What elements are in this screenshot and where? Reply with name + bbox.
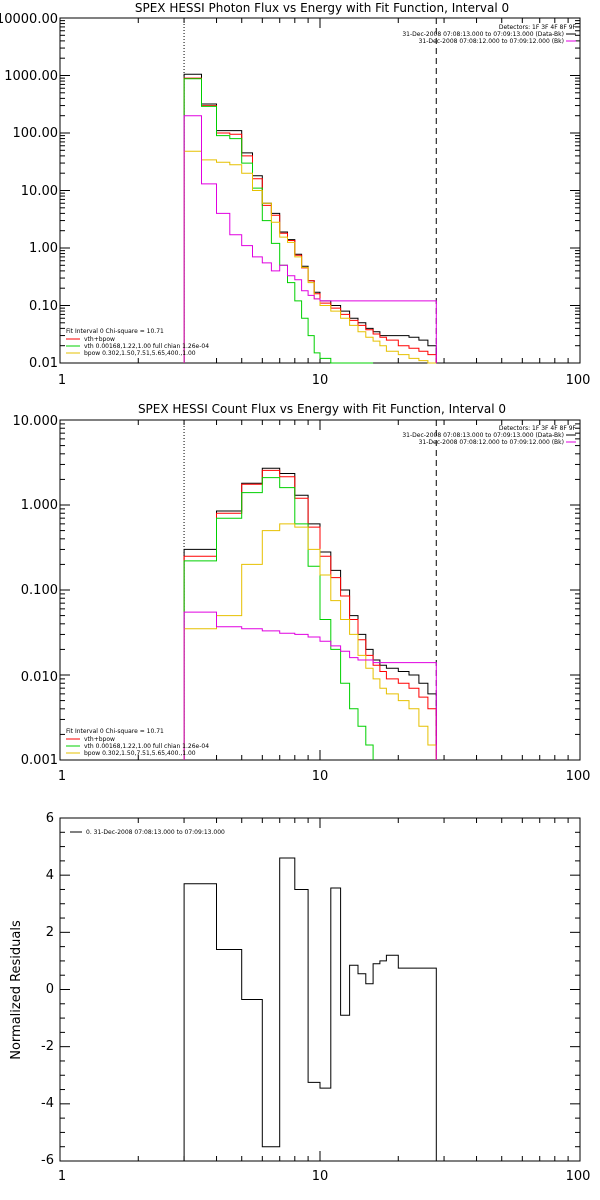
residuals-xtick-0: 1 — [58, 1169, 66, 1184]
photon-flux-title: SPEX HESSI Photon Flux vs Energy with Fi… — [135, 1, 509, 15]
photon-flux-legend-bpow-label: bpow 0.302,1.50,7.51,5.65,400.,1.00 — [84, 350, 196, 357]
count-flux-series — [183, 467, 437, 760]
count-flux-title: SPEX HESSI Count Flux vs Energy with Fit… — [138, 402, 506, 416]
residuals-ytick-3: 0 — [46, 982, 54, 997]
photon-flux-ticks — [59, 17, 581, 364]
residuals-ytick-2: -2 — [41, 1039, 54, 1054]
residuals-series — [183, 857, 437, 1161]
photon-flux-ytick-4: 100.00 — [13, 126, 59, 141]
count-flux-ytick-1: 0.010 — [21, 670, 58, 685]
residuals-ytick-4: 2 — [46, 925, 54, 940]
count-flux-panel: SPEX HESSI Count Flux vs Energy with Fit… — [13, 402, 591, 784]
residuals-plot-frame — [59, 817, 581, 1162]
count-flux-xtick-0: 1 — [58, 769, 66, 784]
photon-flux-xtick-0: 1 — [58, 373, 66, 388]
photon-flux-legend-vth-label: vth 0.00168,1.22,1.00 full chian 1.26e-0… — [84, 343, 209, 350]
photon-flux-legend-bk-interval: 31-Dec-2008 07:08:12.000 to 07:09:12.000… — [419, 38, 564, 45]
count-flux-xtick-2: 100 — [566, 769, 591, 784]
count-flux-legend-total-label: vth+bpow — [84, 736, 115, 743]
photon-flux-ytick-0: 0.01 — [29, 356, 58, 371]
residuals-xtick-1: 10 — [312, 1169, 329, 1184]
residuals-xtick-2: 100 — [566, 1169, 591, 1184]
photon-flux-ytick-5: 1000.00 — [4, 69, 58, 84]
photon-flux-ytick-1: 0.10 — [29, 299, 58, 314]
count-flux-legend-detectors: Detectors: 1F 3F 4F 8F 9F — [499, 425, 577, 432]
series-data-histogram — [183, 73, 437, 363]
count-flux-legend-bpow-label: bpow 0.302,1.50,7.51,5.65,400.,1.00 — [84, 750, 196, 757]
count-flux-legend-data-interval: 31-Dec-2008 07:08:13.000 to 07:09:13.000… — [402, 432, 564, 439]
count-flux-ytick-2: 0.100 — [21, 583, 58, 598]
residuals-ytick-1: -4 — [41, 1096, 54, 1111]
count-flux-energy-range-lines — [183, 420, 437, 760]
residuals-ytick-0: -6 — [41, 1153, 54, 1168]
photon-flux-panel: SPEX HESSI Photon Flux vs Energy with Fi… — [0, 1, 590, 388]
residuals-ytick-6: 6 — [46, 811, 54, 826]
residuals-legend-label: 0. 31-Dec-2008 07:08:13.000 to 07:09:13.… — [86, 829, 225, 836]
series-background-histogram — [183, 611, 437, 760]
series-vth-histogram — [183, 78, 374, 364]
count-flux-ytick-0: 0.001 — [21, 753, 58, 768]
series-bpow-histogram — [183, 523, 437, 760]
residuals-ytick-5: 4 — [46, 868, 54, 883]
count-flux-xtick-1: 10 — [312, 769, 329, 784]
photon-flux-xtick-1: 10 — [312, 373, 329, 388]
count-flux-ticks — [59, 419, 581, 761]
series-residuals-histogram — [183, 857, 437, 1161]
residuals-ticks — [59, 817, 581, 1162]
series-background-histogram — [183, 115, 437, 363]
count-flux-legend-bk-interval: 31-Dec-2008 07:08:12.000 to 07:09:12.000… — [419, 439, 564, 446]
photon-flux-series — [183, 73, 437, 364]
photon-flux-xtick-2: 100 — [566, 373, 591, 388]
photon-flux-plot-frame — [59, 17, 581, 364]
photon-flux-ytick-3: 10.00 — [21, 184, 58, 199]
series-bpow-histogram — [183, 150, 437, 364]
count-flux-legend-vth-label: vth 0.00168,1.22,1.00 full chian 1.26e-0… — [84, 743, 209, 750]
residuals-ylabel: Normalized Residuals — [9, 920, 24, 1060]
count-flux-legend-fit-header: Fit Interval 0 Chi-square = 10.71 — [66, 728, 164, 735]
residuals-panel: Normalized Residuals -6 -4 -2 0 2 4 6 1 … — [9, 811, 590, 1184]
count-flux-ytick-4: 10.000 — [13, 414, 59, 429]
photon-flux-ytick-2: 1.00 — [29, 241, 58, 256]
photon-flux-legend-total-label: vth+bpow — [84, 336, 115, 343]
series-data-histogram — [183, 467, 437, 760]
photon-flux-ytick-6: 10000.00 — [0, 12, 58, 27]
series-total_fit-histogram — [183, 77, 437, 363]
series-vth-histogram — [183, 477, 374, 760]
photon-flux-legend-detectors: Detectors: 1F 3F 4F 8F 9F — [499, 24, 577, 31]
photon-flux-legend-fit-header: Fit Interval 0 Chi-square = 10.71 — [66, 328, 164, 335]
photon-flux-legend-data-interval: 31-Dec-2008 07:08:13.000 to 07:09:13.000… — [402, 31, 564, 38]
photon-flux-energy-range-lines — [183, 18, 437, 363]
count-flux-ytick-3: 1.000 — [21, 498, 58, 513]
series-total_fit-histogram — [183, 469, 437, 760]
